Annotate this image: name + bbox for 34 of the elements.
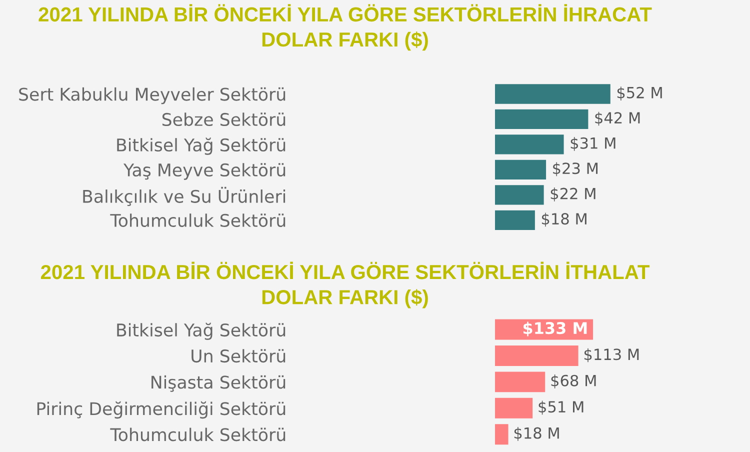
y-tick-label: Balıkçılık ve Su Ürünleri	[83, 186, 286, 206]
data-label: $113 M	[584, 348, 639, 362]
y-tick-label: Sert Kabuklu Meyveler Sektörü	[19, 87, 286, 104]
bar	[495, 346, 578, 366]
data-label: $22 M	[550, 188, 596, 202]
chart-title: 2021 YILINDA BİR ÖNCEKİ YILA GÖRE SEKTÖRLERİN İHRACAT DOLAR FARKI ($)	[38, 4, 652, 51]
y-tick-label: Nişasta Sektörü	[152, 375, 286, 392]
y-tick-label: Bitkisel Yağ Sektörü	[117, 322, 286, 340]
bar	[495, 160, 546, 180]
y-tick-label: Bitkisel Yağ Sektörü	[117, 138, 286, 155]
y-tick-label: Tohumculuk Sektörü	[110, 214, 286, 228]
bar	[495, 424, 508, 445]
chart-title: 2021 YILINDA BİR ÖNCEKİ YILA GÖRE SEKTÖRLERİN İTHALAT DOLAR FARKI ($)	[40, 262, 650, 308]
data-label: $31 M	[570, 137, 616, 151]
data-label: $42 M	[595, 112, 640, 126]
data-label: $52 M	[617, 86, 662, 100]
data-label: $18 M	[542, 212, 586, 227]
bar	[495, 134, 564, 154]
y-tick-label: Pirinç Değirmenciliği Sektörü	[37, 401, 286, 419]
y-tick-label: Yaş Meyve Sektörü	[123, 163, 286, 180]
bar	[495, 109, 588, 130]
y-tick-label: Un Sektörü	[192, 349, 286, 363]
y-tick-label: Sebze Sektörü	[162, 112, 286, 126]
bar	[495, 398, 533, 418]
bar	[495, 84, 610, 104]
data-label: $23 M	[553, 162, 598, 176]
bar	[495, 185, 544, 205]
bar	[495, 210, 535, 230]
data-label: $133 M	[523, 322, 587, 336]
bar	[495, 372, 546, 392]
y-tick-label: Tohumculuk Sektörü	[110, 428, 286, 442]
data-label: $18 M	[514, 426, 559, 441]
data-label: $51 M	[538, 400, 584, 415]
data-label: $68 M	[551, 374, 596, 388]
